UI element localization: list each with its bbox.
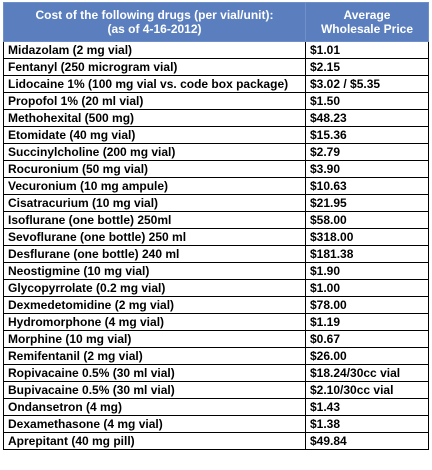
price-cell: $0.67: [305, 330, 429, 348]
price-cell: $49.84: [305, 432, 429, 450]
price-cell: $1.50: [305, 92, 429, 110]
price-cell: $10.63: [305, 177, 429, 195]
drug-name-cell: Fentanyl (250 microgram vial): [3, 58, 306, 76]
table-row: Etomidate (40 mg vial) $15.36: [3, 126, 429, 144]
header-row: Cost of the following drugs (per vial/un…: [3, 2, 429, 42]
table-row: Propofol 1% (20 ml vial) $1.50: [3, 92, 429, 110]
table-row: Ropivacaine 0.5% (30 ml vial) $18.24/30cc…: [3, 364, 429, 382]
table-row: Bupivacaine 0.5% (30 ml vial) $2.10/30cc …: [3, 381, 429, 399]
drug-name-cell: Bupivacaine 0.5% (30 ml vial): [3, 381, 306, 399]
drug-name-cell: Isoflurane (one bottle) 250ml: [3, 211, 306, 229]
drug-name-cell: Hydromorphone (4 mg vial): [3, 313, 306, 331]
price-header-line2: Wholesale Price: [320, 22, 414, 36]
drug-name-cell: Succinylcholine (200 mg vial): [3, 143, 306, 161]
drug-header-line1: Cost of the following drugs (per vial/un…: [35, 8, 274, 22]
price-column-header: Average Wholesale Price: [305, 2, 429, 42]
table-row: Desflurane (one bottle) 240 ml $181.38: [3, 245, 429, 263]
table-row: Dexmedetomidine (2 mg vial) $78.00: [3, 296, 429, 314]
price-cell: $1.43: [305, 398, 429, 416]
price-cell: $3.90: [305, 160, 429, 178]
drug-name-cell: Methohexital (500 mg): [3, 109, 306, 127]
price-cell: $58.00: [305, 211, 429, 229]
price-header-line1: Average: [343, 8, 391, 22]
table-row: Isoflurane (one bottle) 250ml $58.00: [3, 211, 429, 229]
drug-name-cell: Cisatracurium (10 mg vial): [3, 194, 306, 212]
drug-name-cell: Sevoflurane (one bottle) 250 ml: [3, 228, 306, 246]
price-cell: $1.19: [305, 313, 429, 331]
price-cell: $2.15: [305, 58, 429, 76]
price-cell: $3.02 / $5.35: [305, 75, 429, 93]
drug-name-cell: Vecuronium (10 mg ampule): [3, 177, 306, 195]
price-cell: $78.00: [305, 296, 429, 314]
drug-column-header: Cost of the following drugs (per vial/un…: [3, 2, 306, 42]
table-row: Glycopyrrolate (0.2 mg vial) $1.00: [3, 279, 429, 297]
price-cell: $21.95: [305, 194, 429, 212]
table-row: Cisatracurium (10 mg vial) $21.95: [3, 194, 429, 212]
price-cell: $48.23: [305, 109, 429, 127]
table-row: Remifentanil (2 mg vial) $26.00: [3, 347, 429, 365]
drug-name-cell: Desflurane (one bottle) 240 ml: [3, 245, 306, 263]
drug-name-cell: Rocuronium (50 mg vial): [3, 160, 306, 178]
drug-name-cell: Etomidate (40 mg vial): [3, 126, 306, 144]
table-row: Vecuronium (10 mg ampule) $10.63: [3, 177, 429, 195]
price-cell: $18.24/30cc vial: [305, 364, 429, 382]
drug-name-cell: Ondansetron (4 mg): [3, 398, 306, 416]
price-cell: $2.79: [305, 143, 429, 161]
drug-name-cell: Propofol 1% (20 ml vial): [3, 92, 306, 110]
table-row: Lidocaine 1% (100 mg vial vs. code box p…: [3, 75, 429, 93]
drug-name-cell: Remifentanil (2 mg vial): [3, 347, 306, 365]
price-cell: $2.10/30cc vial: [305, 381, 429, 399]
drug-name-cell: Dexamethasone (4 mg vial): [3, 415, 306, 433]
drug-name-cell: Ropivacaine 0.5% (30 ml vial): [3, 364, 306, 382]
price-cell: $1.00: [305, 279, 429, 297]
drug-name-cell: Neostigmine (10 mg vial): [3, 262, 306, 280]
table-row: Rocuronium (50 mg vial) $3.90: [3, 160, 429, 178]
table-row: Dexamethasone (4 mg vial) $1.38: [3, 415, 429, 433]
drug-price-table: Cost of the following drugs (per vial/un…: [3, 2, 429, 450]
price-cell: $1.01: [305, 41, 429, 59]
price-cell: $1.38: [305, 415, 429, 433]
price-cell: $181.38: [305, 245, 429, 263]
drug-name-cell: Dexmedetomidine (2 mg vial): [3, 296, 306, 314]
table-row: Neostigmine (10 mg vial) $1.90: [3, 262, 429, 280]
price-cell: $26.00: [305, 347, 429, 365]
table-row: Sevoflurane (one bottle) 250 ml $318.00: [3, 228, 429, 246]
drug-header-line2: (as of 4-16-2012): [107, 22, 202, 36]
table-row: Hydromorphone (4 mg vial) $1.19: [3, 313, 429, 331]
drug-name-cell: Glycopyrrolate (0.2 mg vial): [3, 279, 306, 297]
drug-name-cell: Morphine (10 mg vial): [3, 330, 306, 348]
drug-name-cell: Midazolam (2 mg vial): [3, 41, 306, 59]
table-row: Fentanyl (250 microgram vial) $2.15: [3, 58, 429, 76]
table-row: Aprepitant (40 mg pill) $49.84: [3, 432, 429, 450]
table-row: Morphine (10 mg vial) $0.67: [3, 330, 429, 348]
drug-name-cell: Lidocaine 1% (100 mg vial vs. code box p…: [3, 75, 306, 93]
price-cell: $15.36: [305, 126, 429, 144]
table-row: Succinylcholine (200 mg vial) $2.79: [3, 143, 429, 161]
table-row: Methohexital (500 mg) $48.23: [3, 109, 429, 127]
price-cell: $1.90: [305, 262, 429, 280]
price-cell: $318.00: [305, 228, 429, 246]
drug-name-cell: Aprepitant (40 mg pill): [3, 432, 306, 450]
table-row: Ondansetron (4 mg) $1.43: [3, 398, 429, 416]
table-row: Midazolam (2 mg vial) $1.01: [3, 41, 429, 59]
